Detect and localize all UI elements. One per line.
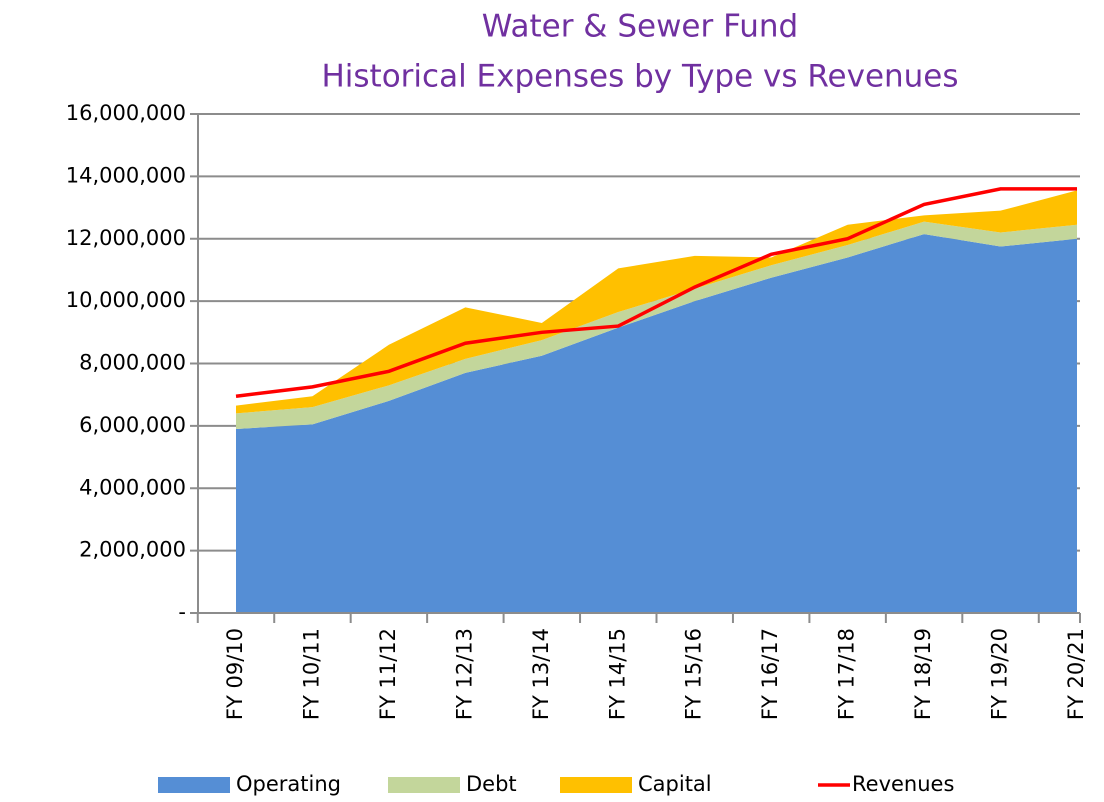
y-tick-label: 10,000,000 [66, 288, 186, 312]
area-capital [236, 190, 1077, 414]
x-tick-label: FY 13/14 [529, 628, 553, 720]
y-tick-label: 8,000,000 [79, 351, 186, 375]
y-tick-label: 12,000,000 [66, 226, 186, 250]
x-tick-label: FY 14/15 [605, 628, 629, 720]
y-tick-label: 4,000,000 [79, 475, 186, 499]
legend-label: Operating [236, 772, 341, 796]
legend-label: Revenues [852, 772, 954, 796]
legend-label: Capital [638, 772, 712, 796]
x-tick-label: FY 20/21 [1064, 628, 1088, 720]
y-tick-label: 16,000,000 [66, 101, 186, 125]
x-tick-label: FY 18/19 [911, 628, 935, 720]
legend-swatch [560, 777, 632, 793]
y-tick-label: - [178, 600, 186, 624]
x-tick-label: FY 11/12 [376, 628, 400, 720]
y-tick-label: 2,000,000 [79, 538, 186, 562]
x-tick-label: FY 09/10 [223, 628, 247, 720]
x-tick-label: FY 15/16 [682, 628, 706, 720]
y-tick-label: 14,000,000 [66, 163, 186, 187]
x-tick-label: FY 12/13 [452, 628, 476, 720]
chart-title: Water & Sewer Fund [482, 9, 798, 45]
legend-label: Debt [466, 772, 517, 796]
legend-swatch [158, 777, 230, 793]
x-tick-label: FY 19/20 [988, 628, 1012, 720]
legend-swatch [388, 777, 460, 793]
x-tick-label: FY 17/18 [835, 628, 859, 720]
chart-subtitle: Historical Expenses by Type vs Revenues [321, 59, 958, 95]
x-tick-label: FY 10/11 [299, 628, 323, 720]
x-tick-label: FY 16/17 [758, 628, 782, 720]
line-revenues [235, 187, 1077, 398]
y-tick-label: 6,000,000 [79, 413, 186, 437]
area-debt [236, 221, 1077, 429]
area-operating [236, 234, 1077, 613]
